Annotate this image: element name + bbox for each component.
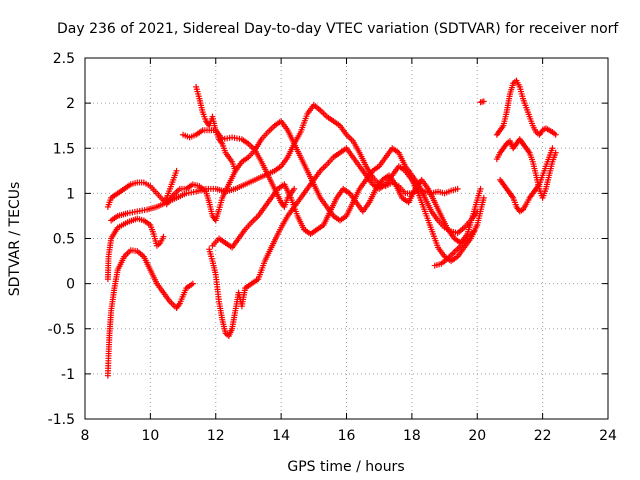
y-tick-label: 2 bbox=[66, 96, 75, 112]
series-track-a bbox=[104, 247, 196, 379]
x-tick-label: 20 bbox=[468, 428, 486, 444]
y-axis-tick-labels: -1.5 -1 -0.5 0 0.5 1 1.5 2 2.5 bbox=[48, 51, 75, 428]
data-point-marker bbox=[291, 185, 298, 192]
series-track-l bbox=[493, 77, 559, 138]
data-point-marker bbox=[477, 185, 484, 192]
y-tick-label: 2.5 bbox=[53, 51, 75, 67]
series-track-c bbox=[104, 167, 180, 210]
data-point-marker bbox=[160, 233, 167, 240]
y-tick-label: 1 bbox=[66, 186, 75, 202]
y-axis-label: SDTVAR / TECUs bbox=[7, 182, 23, 297]
series-track-b bbox=[104, 215, 167, 283]
data-point-marker bbox=[480, 194, 487, 201]
y-tick-label: -1.5 bbox=[48, 412, 75, 428]
x-axis-tick-labels: 8 10 12 14 16 18 20 22 24 bbox=[81, 428, 617, 444]
x-tick-label: 10 bbox=[141, 428, 159, 444]
series-track-j bbox=[431, 228, 477, 269]
data-point-marker bbox=[454, 185, 461, 192]
plot-frame bbox=[84, 57, 609, 420]
x-axis-label: GPS time / hours bbox=[287, 459, 404, 475]
series-track-g bbox=[163, 118, 481, 237]
data-point-marker bbox=[480, 98, 487, 105]
data-point-marker bbox=[470, 228, 477, 235]
y-tick-label: -1 bbox=[61, 367, 75, 383]
series-track-k bbox=[477, 98, 487, 106]
x-tick-label: 16 bbox=[338, 428, 356, 444]
x-tick-label: 22 bbox=[534, 428, 552, 444]
x-tick-label: 8 bbox=[81, 428, 90, 444]
data-point-marker bbox=[549, 145, 556, 152]
y-tick-label: 1.5 bbox=[53, 141, 75, 157]
data-point-marker bbox=[552, 131, 559, 138]
y-tick-label: 0 bbox=[66, 277, 75, 293]
x-tick-label: 12 bbox=[207, 428, 225, 444]
data-point-marker bbox=[173, 167, 180, 174]
grid-lines bbox=[85, 58, 608, 419]
series-track-e bbox=[193, 83, 239, 174]
x-tick-label: 18 bbox=[403, 428, 421, 444]
series-track-m bbox=[493, 136, 559, 201]
series-track-n bbox=[497, 145, 556, 215]
x-tick-label: 24 bbox=[599, 428, 617, 444]
x-tick-label: 14 bbox=[272, 428, 290, 444]
y-tick-label: 0.5 bbox=[53, 232, 75, 248]
chart-title: Day 236 of 2021, Sidereal Day-to-day VTE… bbox=[57, 21, 619, 37]
y-tick-label: -0.5 bbox=[48, 322, 75, 338]
series-track-i bbox=[209, 172, 484, 251]
data-point-marker bbox=[189, 280, 196, 287]
data-series bbox=[104, 77, 559, 379]
